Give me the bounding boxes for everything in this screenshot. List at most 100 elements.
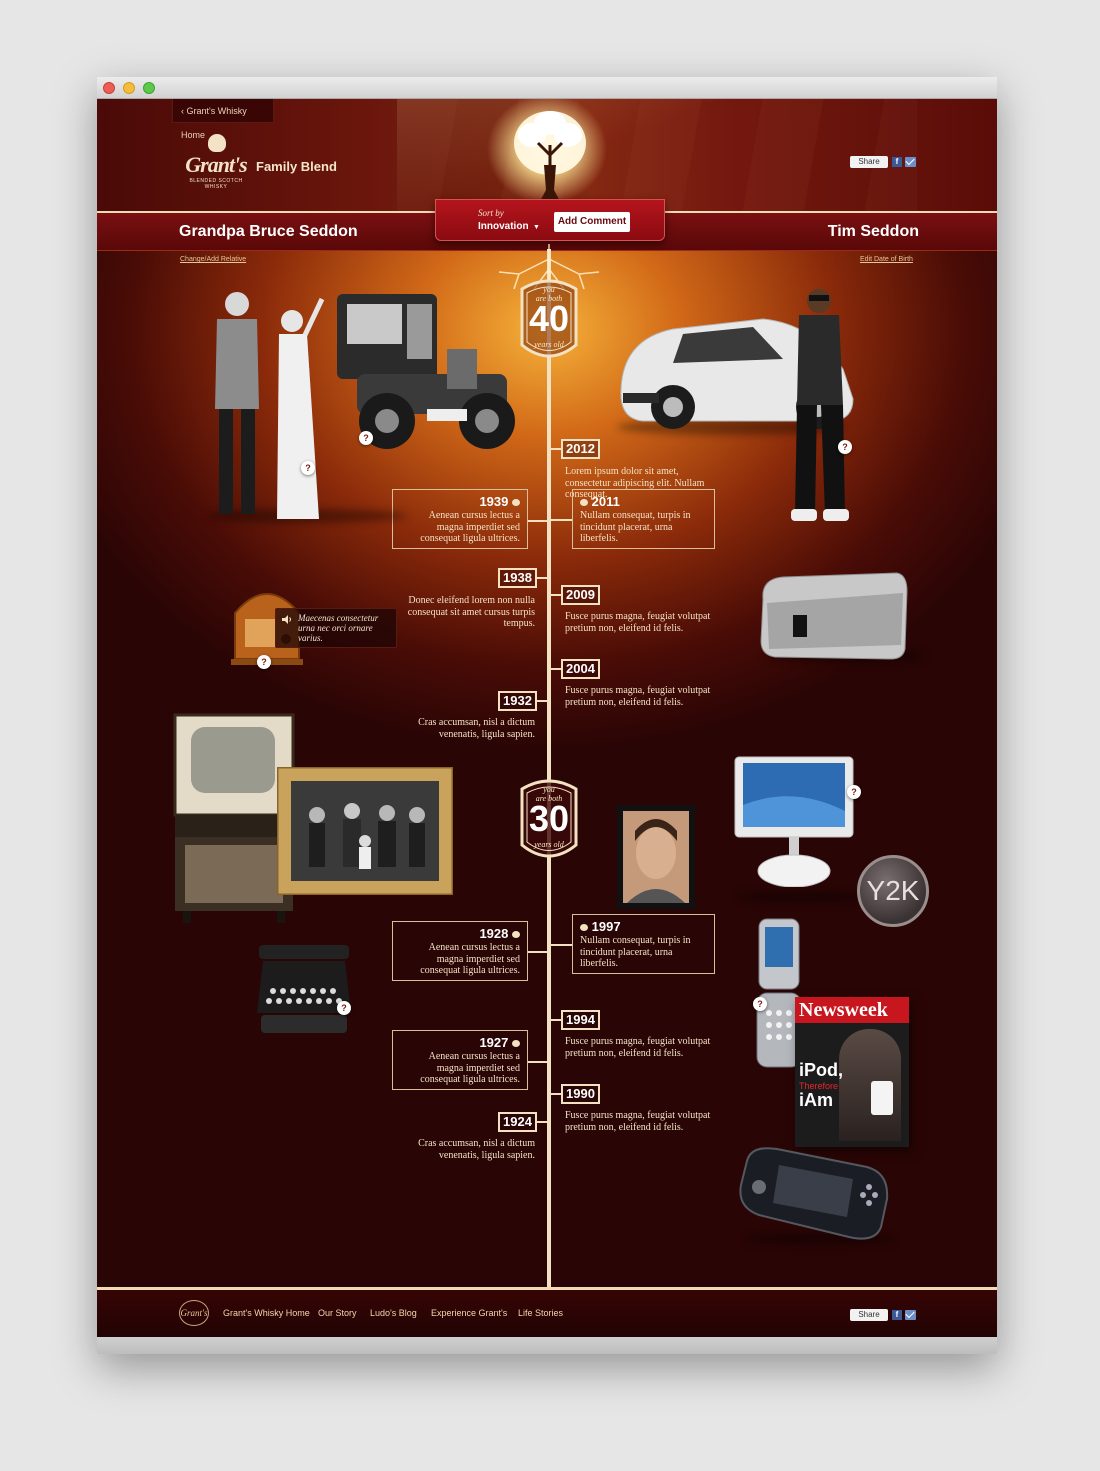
age-badge-top-text: you are both bbox=[535, 285, 563, 303]
comment-year: 1928 bbox=[400, 926, 520, 942]
comment-text: Nullam consequat, turpis in tincidunt pl… bbox=[580, 935, 691, 969]
connector bbox=[537, 700, 547, 702]
entry-text-2004: Fusce purus magna, feugiat volutpat pret… bbox=[565, 685, 711, 708]
close-window-button[interactable] bbox=[103, 82, 115, 94]
footer-link-our-story[interactable]: Our Story bbox=[318, 1308, 357, 1318]
browser-window: ‹ Grant's Whisky Home Grant's BLENDED SC… bbox=[97, 77, 997, 1354]
entry-text-2012: Lorem ipsum dolor sit amet, consectetur … bbox=[565, 466, 705, 500]
info-marker[interactable]: ? bbox=[337, 1001, 351, 1015]
comment-text: Nullam consequat, turpis in tincidunt pl… bbox=[580, 510, 691, 544]
logo-subtitle: BLENDED SCOTCH WHISKY bbox=[189, 178, 243, 190]
imac-computer-image[interactable] bbox=[733, 755, 855, 887]
magazine-headline: iPod, bbox=[799, 1060, 843, 1080]
comment-box-1997[interactable]: 1997 Nullam consequat, turpis in tincidu… bbox=[572, 914, 715, 974]
comment-box-1927[interactable]: 1927 Aenean cursus lectus a magna imperd… bbox=[392, 1030, 528, 1090]
flip-phone-image[interactable] bbox=[753, 917, 809, 1069]
header-photo-collage bbox=[397, 99, 917, 211]
grants-whisky-home-link[interactable]: ‹ Grant's Whisky Home bbox=[172, 99, 274, 140]
tooltip-text: Maecenas consectetur urna nec orci ornar… bbox=[298, 613, 379, 643]
sort-panel: Sort by Innovation ▼ Add Comment bbox=[435, 199, 665, 241]
caret-down-icon[interactable]: ▼ bbox=[533, 224, 540, 231]
entry-text-2009: Fusce purus magna, feugiat volutpat pret… bbox=[565, 611, 711, 634]
speaker-icon[interactable] bbox=[282, 615, 292, 624]
comment-year: 1939 bbox=[400, 494, 520, 510]
age-badge-30: you are both 30 years old bbox=[514, 775, 584, 863]
email-icon[interactable] bbox=[905, 1310, 916, 1320]
year-tag-1924[interactable]: 1924 bbox=[498, 1112, 537, 1132]
year-tag-1932[interactable]: 1932 bbox=[498, 691, 537, 711]
year-tag-2004[interactable]: 2004 bbox=[561, 659, 600, 679]
comment-text: Aenean cursus lectus a magna imperdiet s… bbox=[420, 942, 520, 976]
chevron-left-icon: ‹ bbox=[181, 106, 187, 116]
share-button[interactable]: Share bbox=[850, 1309, 888, 1321]
site-header: ‹ Grant's Whisky Home Grant's BLENDED SC… bbox=[97, 99, 997, 211]
facebook-icon[interactable]: f bbox=[892, 1310, 902, 1320]
comment-bubble-icon bbox=[512, 931, 520, 939]
newsweek-magazine-image[interactable]: Newsweek iPod, Therefore iAm bbox=[795, 997, 909, 1147]
comment-box-1928[interactable]: 1928 Aenean cursus lectus a magna imperd… bbox=[392, 921, 528, 981]
year-tag-1990[interactable]: 1990 bbox=[561, 1084, 600, 1104]
tree-roots-decoration bbox=[498, 244, 600, 290]
entry-text-1932: Cras accumsan, nisl a dictum venenatis, … bbox=[418, 717, 535, 740]
connector bbox=[537, 1121, 547, 1123]
logo-tree-icon bbox=[208, 134, 226, 152]
info-marker[interactable]: ? bbox=[301, 461, 315, 475]
framed-family-photo-image[interactable] bbox=[277, 767, 453, 895]
year-tag-1994[interactable]: 1994 bbox=[561, 1010, 600, 1030]
age-badge-bottom-text: years old bbox=[534, 340, 564, 349]
typewriter-image[interactable] bbox=[255, 943, 353, 1039]
year-tag-2012[interactable]: 2012 bbox=[561, 439, 600, 459]
musician-image[interactable] bbox=[785, 285, 855, 521]
info-marker[interactable]: ? bbox=[257, 655, 271, 669]
y2k-badge[interactable]: Y2K bbox=[857, 855, 929, 927]
sort-dropdown[interactable]: Innovation bbox=[478, 221, 529, 232]
comment-box-2011[interactable]: 2011 Nullam consequat, turpis in tincidu… bbox=[572, 489, 715, 549]
add-comment-button[interactable]: Add Comment bbox=[554, 212, 630, 232]
magazine-headline: iAm bbox=[799, 1090, 834, 1110]
vintage-television-image[interactable] bbox=[173, 713, 295, 923]
connector bbox=[551, 1093, 561, 1095]
modern-car-image[interactable] bbox=[613, 289, 863, 439]
comment-bubble-icon bbox=[512, 499, 520, 507]
footer-link-grants-home[interactable]: Grant's Whisky Home bbox=[223, 1308, 310, 1318]
info-marker[interactable]: ? bbox=[359, 431, 373, 445]
entry-text-1938: Donec eleifend lorem non nulla consequat… bbox=[407, 595, 535, 629]
comment-bubble-icon bbox=[580, 499, 588, 507]
connector bbox=[551, 944, 573, 946]
facebook-icon[interactable]: f bbox=[892, 157, 902, 167]
connector bbox=[551, 519, 573, 521]
email-icon[interactable] bbox=[905, 157, 916, 167]
speaker-dock-image[interactable] bbox=[757, 569, 909, 661]
grants-logo[interactable]: Grant's BLENDED SCOTCH WHISKY bbox=[182, 134, 250, 190]
minimize-window-button[interactable] bbox=[123, 82, 135, 94]
footer-link-ludos-blog[interactable]: Ludo's Blog bbox=[370, 1308, 417, 1318]
magazine-headline: Therefore bbox=[799, 1081, 839, 1091]
info-marker[interactable]: ? bbox=[753, 997, 767, 1011]
footer-link-life-stories[interactable]: Life Stories bbox=[518, 1308, 564, 1318]
info-marker[interactable]: ? bbox=[847, 785, 861, 799]
handheld-console-image[interactable] bbox=[737, 1141, 893, 1245]
connector bbox=[527, 951, 547, 953]
change-relative-link[interactable]: Change/Add Relative bbox=[180, 256, 247, 263]
comment-text: Aenean cursus lectus a magna imperdiet s… bbox=[420, 510, 520, 544]
info-marker[interactable]: ? bbox=[838, 440, 852, 454]
footer-logo[interactable]: Grant's bbox=[179, 1300, 209, 1326]
entry-text-1990: Fusce purus magna, feugiat volutpat pret… bbox=[565, 1110, 711, 1133]
year-tag-1938[interactable]: 1938 bbox=[498, 568, 537, 588]
zoom-window-button[interactable] bbox=[143, 82, 155, 94]
year-tag-2009[interactable]: 2009 bbox=[561, 585, 600, 605]
age-badge-bottom-text: years old bbox=[534, 840, 564, 849]
share-button[interactable]: Share bbox=[850, 156, 888, 168]
connector bbox=[551, 448, 561, 450]
timeline-page: ‹ Grant's Whisky Home Grant's BLENDED SC… bbox=[97, 99, 997, 1337]
comment-year: 1997 bbox=[580, 919, 707, 935]
age-badge-number: 40 bbox=[528, 298, 570, 339]
portrait-photo-image[interactable] bbox=[617, 805, 695, 909]
connector bbox=[527, 1061, 547, 1063]
comment-box-1939[interactable]: 1939 Aenean cursus lectus a magna imperd… bbox=[392, 489, 528, 549]
age-badge-shield bbox=[520, 779, 578, 858]
footer-link-experience-grants[interactable]: Experience Grant's bbox=[431, 1308, 508, 1318]
magazine-title: Newsweek bbox=[795, 997, 909, 1023]
edit-date-of-birth-link[interactable]: Edit Date of Birth bbox=[860, 256, 913, 263]
vintage-couple-and-car-image[interactable] bbox=[197, 279, 517, 539]
